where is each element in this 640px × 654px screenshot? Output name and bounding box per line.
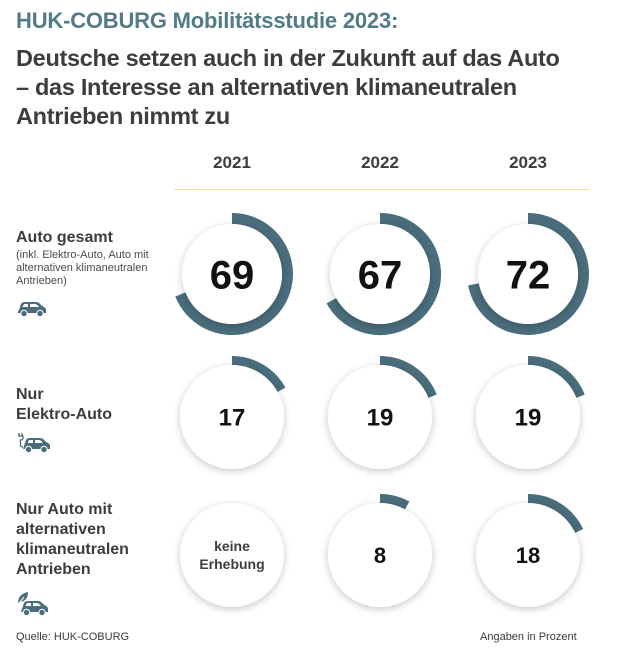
value-circle bbox=[476, 503, 580, 607]
year-label-2021: 2021 bbox=[213, 153, 251, 172]
value-label: 18 bbox=[516, 543, 540, 568]
value-label: 67 bbox=[358, 253, 403, 297]
value-circle bbox=[330, 224, 430, 324]
value-label: 8 bbox=[374, 543, 386, 568]
unit-note: Angaben in Prozent bbox=[480, 631, 577, 643]
value-label: 69 bbox=[210, 253, 255, 297]
progress-arc bbox=[527, 356, 585, 399]
source-note: Quelle: HUK-COBURG bbox=[16, 631, 130, 643]
value-circle bbox=[182, 224, 282, 324]
row-label-line: Nur Auto mit bbox=[16, 501, 113, 518]
supertitle: HUK-COBURG Mobilitätsstudie 2023: bbox=[16, 8, 399, 33]
headline-line: Antrieben nimmt zu bbox=[16, 103, 230, 129]
row-sublabel-line: Antrieben) bbox=[16, 275, 67, 287]
row-label-auto-gesamt: Auto gesamt bbox=[16, 228, 113, 248]
electric-car-icon bbox=[18, 433, 50, 454]
progress-arc bbox=[326, 213, 441, 335]
row-label-elektro-auto: Nur Elektro-Auto bbox=[16, 385, 112, 425]
row-label-line: Elektro-Auto bbox=[16, 406, 112, 423]
year-label-2022: 2022 bbox=[361, 153, 399, 172]
row-label-line: alternativen bbox=[16, 521, 106, 538]
value-circle bbox=[478, 224, 578, 324]
value-circle bbox=[328, 503, 432, 607]
no-data-label: Erhebung bbox=[199, 556, 264, 572]
headline-line: – das Interesse an alternativen klimaneu… bbox=[16, 74, 517, 100]
progress-arc bbox=[468, 213, 589, 335]
value-circle bbox=[180, 503, 284, 607]
row-sublabel-line: (inkl. Elektro-Auto, Auto mit bbox=[16, 249, 149, 261]
no-data-label: keine bbox=[214, 538, 250, 554]
row-label-line: Nur bbox=[16, 386, 44, 403]
value-circle bbox=[476, 365, 580, 469]
header-divider bbox=[174, 189, 589, 190]
progress-arc bbox=[379, 356, 437, 399]
value-label: 72 bbox=[506, 253, 551, 297]
progress-arc bbox=[231, 356, 286, 393]
eco-car-icon bbox=[18, 592, 48, 617]
headline-line: Deutsche setzen auch in der Zukunft auf … bbox=[16, 45, 560, 71]
progress-arc bbox=[527, 494, 584, 534]
value-circle bbox=[180, 365, 284, 469]
row-sublabel-line: alternativen klimaneutralen bbox=[16, 262, 148, 274]
value-label: 17 bbox=[219, 405, 246, 432]
row-label-line: Auto gesamt bbox=[16, 229, 113, 246]
headline: Deutsche setzen auch in der Zukunft auf … bbox=[16, 44, 636, 131]
value-label: 19 bbox=[515, 405, 542, 432]
row-sublabel-auto-gesamt: (inkl. Elektro-Auto, Auto mit alternativ… bbox=[16, 249, 176, 288]
row-label-line: Antrieben bbox=[16, 561, 91, 578]
value-circle bbox=[328, 365, 432, 469]
progress-arc bbox=[175, 213, 293, 335]
value-label: 19 bbox=[367, 405, 394, 432]
progress-arc bbox=[379, 494, 410, 510]
row-label-alternative-antriebe: Nur Auto mit alternativen klimaneutralen… bbox=[16, 500, 129, 580]
row-label-line: klimaneutralen bbox=[16, 541, 129, 558]
year-label-2023: 2023 bbox=[509, 153, 547, 172]
car-icon bbox=[18, 302, 46, 318]
